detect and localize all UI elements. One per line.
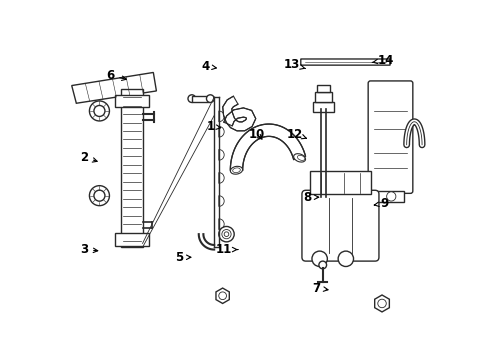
Ellipse shape [230, 166, 243, 174]
Text: 12: 12 [287, 127, 306, 140]
Text: 11: 11 [216, 243, 238, 256]
Circle shape [312, 251, 327, 266]
FancyBboxPatch shape [301, 59, 390, 65]
Text: 4: 4 [201, 60, 217, 73]
Text: 14: 14 [372, 54, 394, 67]
Wedge shape [219, 195, 224, 206]
Text: 8: 8 [303, 191, 318, 204]
Circle shape [378, 299, 386, 308]
Circle shape [222, 230, 231, 239]
Ellipse shape [233, 168, 240, 173]
Bar [315, 93, 332, 102]
Circle shape [338, 251, 354, 266]
Circle shape [319, 261, 327, 269]
Circle shape [206, 95, 214, 103]
Ellipse shape [297, 155, 305, 161]
Bar [377, 191, 404, 202]
Text: 9: 9 [374, 197, 389, 210]
Circle shape [319, 198, 327, 206]
Bar [310, 171, 371, 194]
Circle shape [219, 226, 234, 242]
Wedge shape [219, 219, 224, 230]
Text: 13: 13 [284, 58, 306, 71]
Text: 1: 1 [206, 120, 220, 133]
Circle shape [94, 190, 105, 201]
Circle shape [94, 105, 105, 117]
Wedge shape [219, 149, 224, 160]
Ellipse shape [294, 154, 306, 162]
Circle shape [387, 192, 396, 201]
Polygon shape [230, 124, 306, 170]
Bar [192, 95, 209, 102]
Wedge shape [219, 172, 224, 183]
Bar [314, 102, 334, 112]
Circle shape [188, 95, 196, 103]
Circle shape [89, 186, 109, 206]
Text: 7: 7 [313, 282, 328, 294]
Bar [317, 85, 330, 93]
Bar [121, 89, 143, 247]
Polygon shape [223, 96, 256, 131]
Circle shape [317, 195, 330, 209]
Bar [115, 233, 149, 246]
Text: 10: 10 [248, 127, 265, 140]
Text: 5: 5 [175, 251, 191, 264]
Text: 2: 2 [80, 150, 97, 164]
Polygon shape [72, 72, 156, 103]
Wedge shape [219, 126, 224, 137]
Text: 6: 6 [106, 69, 126, 82]
Circle shape [219, 292, 226, 300]
Circle shape [224, 232, 229, 237]
Circle shape [89, 101, 109, 121]
Bar [115, 95, 149, 107]
Bar [315, 191, 332, 199]
Text: 3: 3 [80, 243, 98, 256]
FancyBboxPatch shape [368, 81, 413, 193]
FancyBboxPatch shape [302, 190, 379, 261]
Wedge shape [219, 111, 224, 122]
